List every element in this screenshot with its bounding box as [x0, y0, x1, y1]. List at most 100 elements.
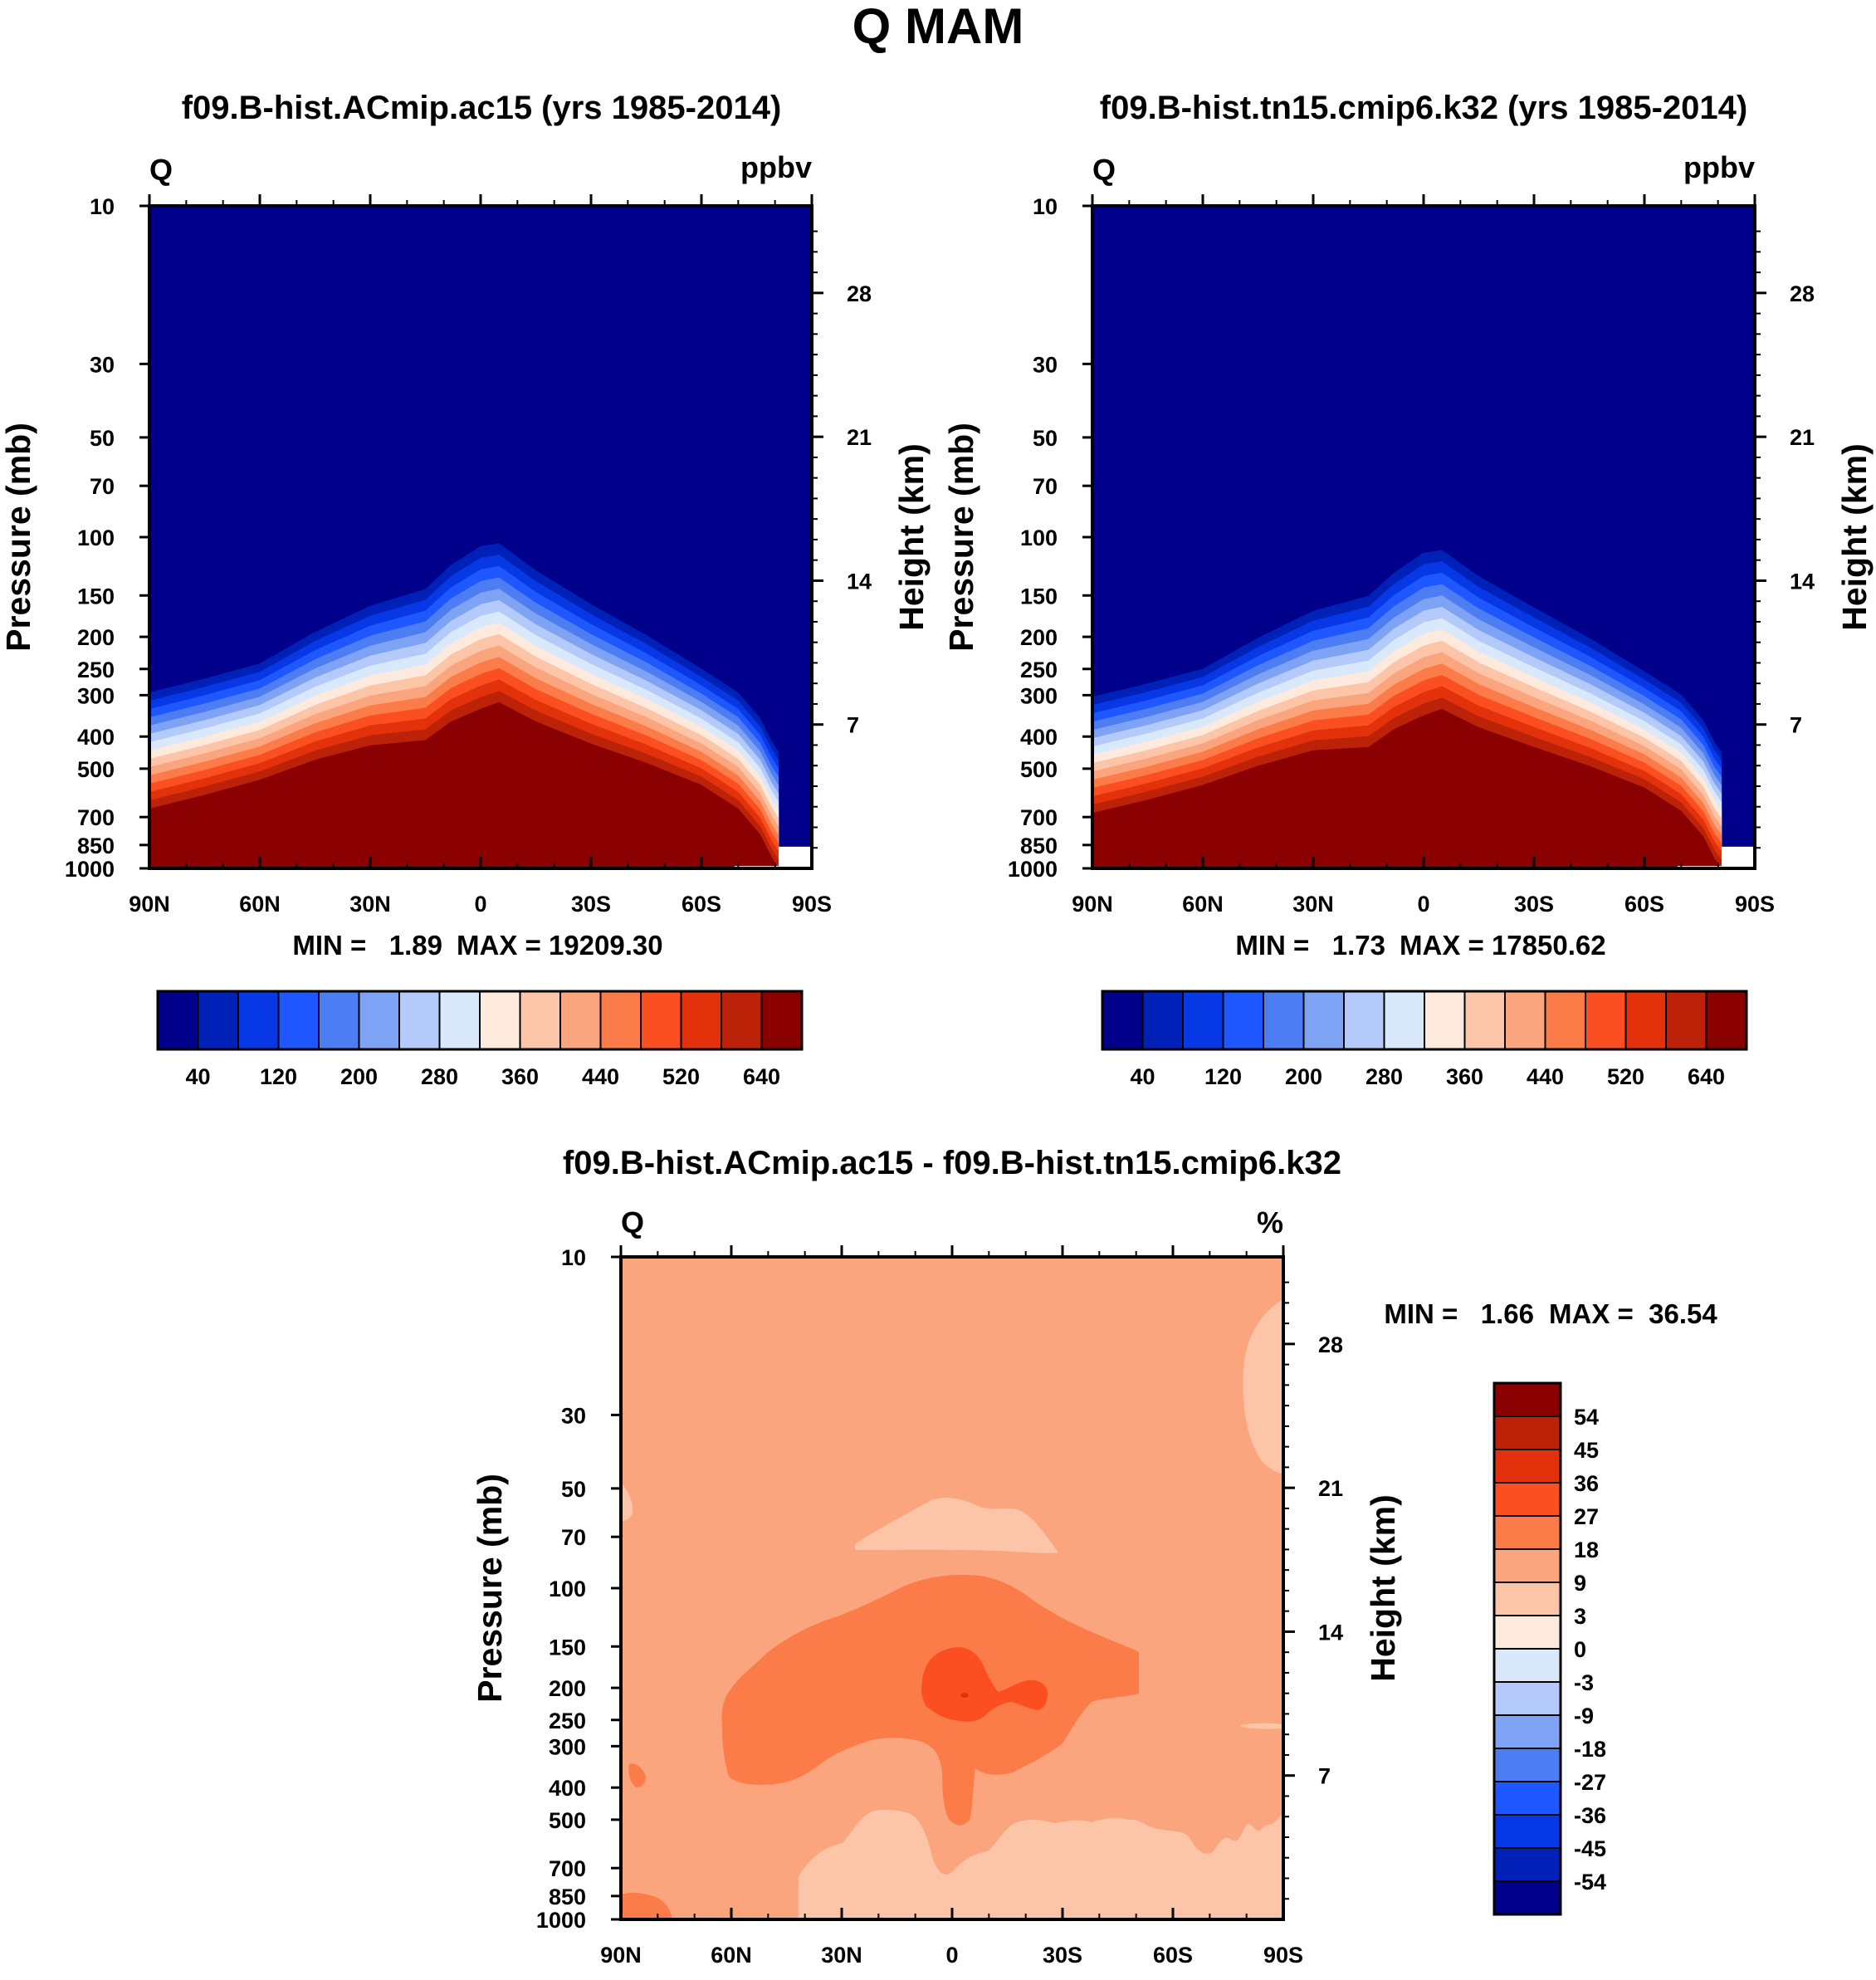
- x-tick-label: 90N: [600, 1943, 642, 1968]
- x-tick-label: 60N: [711, 1943, 752, 1968]
- panel-a: f09.B-hist.ACmip.ac15 (yrs 1985-2014) Q …: [0, 90, 931, 1089]
- panel-a-min-label: MIN = 1.89: [292, 930, 442, 961]
- y-tick-label: 70: [1033, 474, 1058, 499]
- panel-b-min-label: MIN = 1.73: [1235, 930, 1385, 961]
- y-tick-label: 100: [1020, 526, 1058, 550]
- colorbar-label: -54: [1574, 1870, 1606, 1894]
- diff-region-orange-bottomleft: [621, 1892, 672, 1919]
- colorbar-label: 640: [1688, 1064, 1725, 1089]
- y-tick-label: 50: [90, 426, 115, 451]
- colorbar-swatch: [1705, 990, 1747, 1050]
- contour-band: [1092, 708, 1722, 868]
- colorbar-swatch: [1504, 990, 1546, 1050]
- x-tick-label: 0: [474, 892, 486, 917]
- colorbar-label: 520: [1607, 1064, 1644, 1089]
- colorbar-label: 18: [1574, 1538, 1599, 1562]
- x-tick-label: 60S: [1153, 1943, 1193, 1968]
- panel-a-ylabel-right: Height (km): [892, 443, 931, 631]
- x-tick-label: 60N: [239, 892, 281, 917]
- panel-b-ylabel-right: Height (km): [1835, 443, 1874, 631]
- y-tick-label: 200: [1020, 625, 1058, 650]
- colorbar-swatch: [277, 990, 320, 1050]
- colorbar-swatch: [479, 990, 521, 1050]
- colorbar-swatch: [1493, 1515, 1561, 1550]
- colorbar-label: 280: [1365, 1064, 1403, 1089]
- y2-tick-label: 7: [1318, 1764, 1331, 1789]
- y-tick-label: 250: [77, 658, 115, 682]
- x-tick-label: 90S: [1263, 1943, 1303, 1968]
- y2-tick-label: 14: [847, 569, 872, 594]
- panel-b-units: ppbv: [1683, 150, 1755, 184]
- colorbar-swatch: [1141, 990, 1184, 1050]
- diff-region-light-bottom: [799, 1809, 1283, 1919]
- y-tick-label: 70: [90, 474, 115, 499]
- y-tick-label: 500: [77, 757, 115, 782]
- x-tick-label: 0: [945, 1943, 958, 1968]
- panel-a-ylabel: Pressure (mb): [0, 423, 37, 652]
- colorbar-swatch: [1493, 1880, 1561, 1915]
- colorbar-label: -36: [1574, 1803, 1606, 1828]
- panel-a-axes: 90N 60N 30N 0 30S 60S 90S 10 30 50 70 100 150 200 2503…: [65, 194, 872, 917]
- panel-diff-variable: Q: [621, 1205, 644, 1239]
- colorbar-swatch: [1544, 990, 1586, 1050]
- y-tick-label: 400: [549, 1776, 586, 1801]
- y-tick-label: 850: [1020, 834, 1058, 858]
- contour-band: [149, 702, 779, 868]
- y-tick-label: 200: [549, 1676, 586, 1701]
- y2-tick-label: 28: [1790, 281, 1815, 306]
- colorbar-label: 360: [1446, 1064, 1483, 1089]
- y-tick-label: 200: [77, 625, 115, 650]
- panel-diff-min-label: MIN = 1.66: [1384, 1298, 1534, 1329]
- panel-diff-field: [621, 1257, 1283, 1919]
- colorbar-swatch: [1585, 990, 1627, 1050]
- y-tick-label: 30: [1033, 352, 1058, 377]
- panel-b-axes: 90N 60N 30N 0 30S 60S 90S 10 30 50 70 100 150 200 2503…: [1008, 194, 1815, 917]
- colorbar-swatch: [1624, 990, 1667, 1050]
- y2-tick-label: 21: [847, 425, 872, 450]
- y-tick-label: 10: [1033, 194, 1058, 219]
- y-tick-label: 150: [549, 1635, 586, 1660]
- panel-b: f09.B-hist.tn15.cmip6.k32 (yrs 1985-2014…: [942, 90, 1874, 1089]
- colorbar-swatch: [1102, 990, 1144, 1050]
- colorbar-label: 120: [1204, 1064, 1242, 1089]
- x-tick-label: 60S: [682, 892, 721, 917]
- colorbar-swatch: [1493, 1847, 1561, 1882]
- colorbar-swatch: [1493, 1648, 1561, 1683]
- colorbar-swatch: [1493, 1482, 1561, 1517]
- colorbar-swatch: [1383, 990, 1425, 1050]
- y-tick-label: 400: [1020, 725, 1058, 750]
- colorbar-swatch: [1493, 1548, 1561, 1583]
- panel-diff-ylabel: Pressure (mb): [471, 1474, 509, 1703]
- x-tick-label: 90S: [1735, 892, 1775, 917]
- x-tick-label: 30S: [1514, 892, 1554, 917]
- x-tick-label: 90N: [129, 892, 170, 917]
- y-tick-label: 10: [90, 194, 115, 219]
- panel-diff-max-label: MAX = 36.54: [1549, 1298, 1717, 1329]
- y-tick-label: 100: [77, 526, 115, 550]
- diff-region-red-core: [921, 1647, 1048, 1722]
- colorbar-label: 120: [260, 1064, 297, 1089]
- y-tick-label: 1000: [65, 857, 115, 882]
- y-tick-label: 10: [561, 1245, 586, 1270]
- y2-tick-label: 28: [847, 281, 872, 306]
- colorbar-frame: [156, 990, 804, 1051]
- colorbar-swatch: [157, 990, 199, 1050]
- colorbar-frame: [1101, 990, 1748, 1051]
- polar-gap: [1722, 846, 1755, 868]
- x-tick-label: 60N: [1182, 892, 1224, 917]
- panel-b-contour-bands: [1092, 550, 1755, 868]
- colorbar-swatch: [1493, 1615, 1561, 1650]
- panel-b-colorbar: 40 120 200 280 360 440 520 640: [1101, 990, 1748, 1089]
- colorbar-swatch: [398, 990, 441, 1050]
- colorbar-swatch: [1263, 990, 1305, 1050]
- y2-tick-label: 7: [1790, 713, 1802, 738]
- y-tick-label: 850: [549, 1885, 586, 1909]
- panel-diff: f09.B-hist.ACmip.ac15 - f09.B-hist.tn15.…: [471, 1145, 1717, 1968]
- y-tick-label: 1000: [1008, 857, 1058, 882]
- colorbar-frame: [1492, 1381, 1562, 1916]
- colorbar-label: 440: [582, 1064, 619, 1089]
- panel-diff-axes: 90N 60N 30N 0 30S 60S 90S 10 30 50 70 100 150 200 2503…: [536, 1245, 1343, 1968]
- colorbar-swatch: [680, 990, 722, 1050]
- colorbar-label: -27: [1574, 1770, 1606, 1795]
- x-tick-label: 30N: [349, 892, 391, 917]
